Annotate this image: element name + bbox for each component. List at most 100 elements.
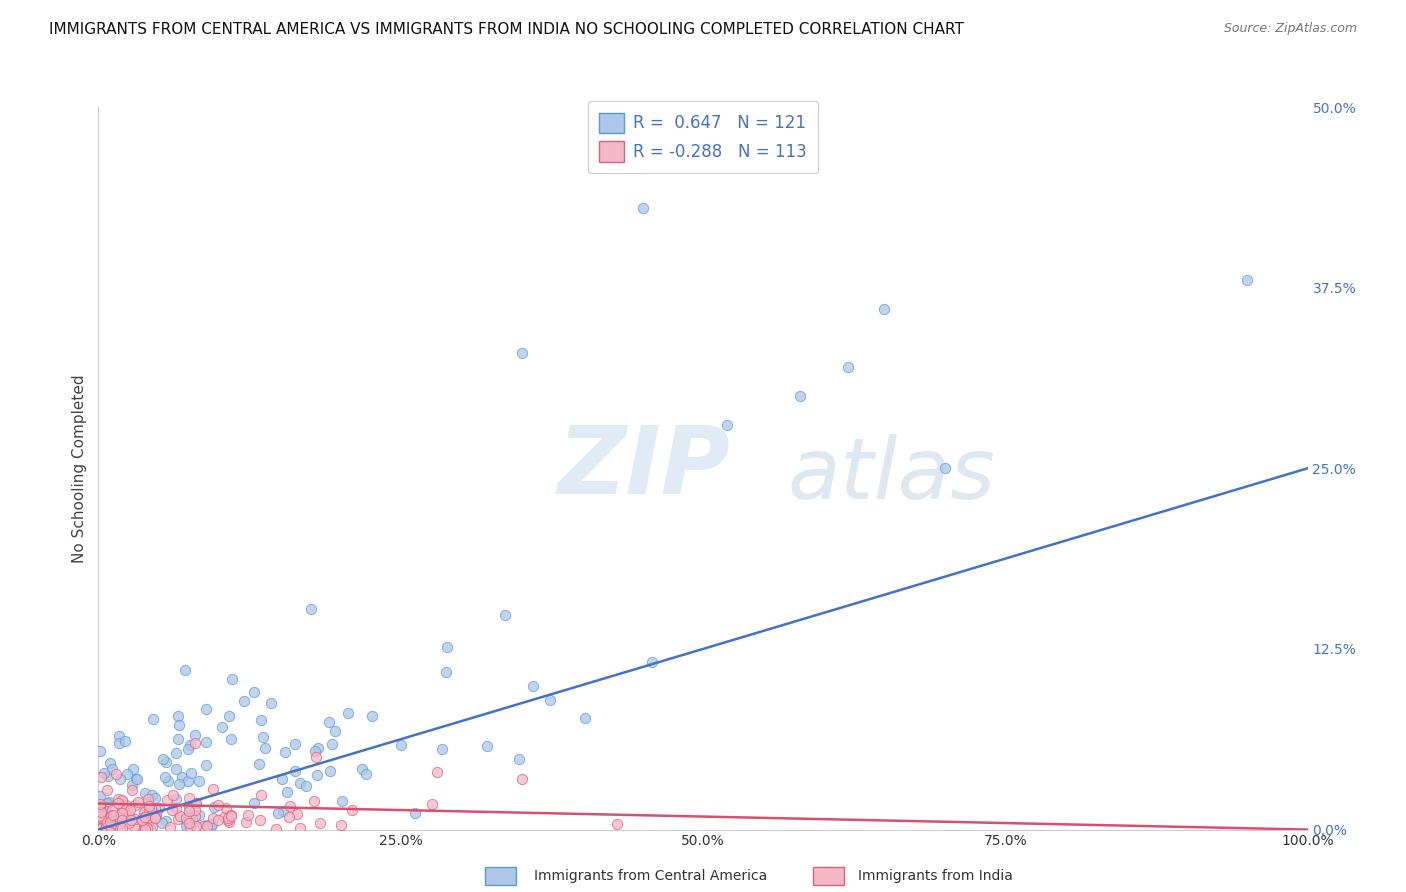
Point: [103, 816, 125, 830]
Point: [510, 345, 533, 359]
Point: [436, 665, 458, 679]
Point: [101, 762, 124, 776]
Point: [91, 822, 114, 836]
Point: [108, 822, 131, 837]
Point: [305, 768, 328, 782]
Point: [141, 820, 163, 834]
Point: [290, 821, 312, 835]
Point: [139, 801, 162, 815]
Point: [159, 820, 181, 834]
Point: [207, 813, 229, 827]
Point: [284, 737, 307, 751]
Point: [134, 805, 156, 819]
Point: [361, 708, 384, 723]
Point: [217, 813, 239, 827]
Point: [236, 808, 259, 822]
Point: [136, 792, 159, 806]
Point: [183, 803, 205, 817]
Point: [100, 808, 122, 822]
Point: [195, 735, 218, 749]
Point: [404, 806, 426, 821]
Point: [177, 742, 200, 756]
Point: [201, 811, 224, 825]
Point: [139, 822, 162, 836]
Point: [93, 765, 115, 780]
Point: [117, 766, 139, 780]
Point: [195, 819, 218, 833]
Point: [90, 770, 112, 784]
Point: [122, 762, 145, 776]
Point: [89, 809, 111, 823]
Point: [98, 819, 121, 833]
Point: [207, 797, 229, 812]
Point: [165, 746, 187, 760]
Point: [837, 360, 859, 375]
Point: [221, 731, 243, 746]
Point: [96, 796, 118, 810]
Point: [179, 816, 201, 830]
Point: [138, 799, 160, 814]
Point: [104, 767, 127, 781]
Point: [330, 795, 353, 809]
Point: [436, 640, 458, 654]
Point: [98, 756, 121, 770]
Point: [188, 773, 211, 788]
Point: [91, 818, 114, 832]
Point: [121, 783, 143, 797]
Point: [139, 822, 162, 836]
Point: [125, 772, 148, 787]
Point: [108, 729, 131, 743]
Point: [184, 728, 207, 742]
Point: [235, 815, 257, 830]
Point: [218, 709, 240, 723]
Point: [186, 819, 208, 833]
Point: [96, 807, 118, 822]
Point: [194, 758, 217, 772]
Point: [233, 694, 256, 708]
Point: [166, 812, 188, 826]
Point: [181, 815, 204, 830]
Point: [183, 808, 205, 822]
Point: [200, 819, 222, 833]
Point: [89, 805, 111, 819]
Point: [219, 808, 242, 822]
Point: [174, 811, 197, 825]
Point: [97, 769, 120, 783]
Point: [97, 806, 120, 821]
Point: [169, 809, 191, 823]
Point: [97, 817, 120, 831]
Point: [134, 804, 156, 818]
Point: [508, 751, 530, 765]
Point: [873, 302, 896, 317]
Point: [321, 737, 343, 751]
Point: [167, 777, 190, 791]
Point: [131, 813, 153, 827]
Point: [90, 820, 112, 834]
Point: [138, 804, 160, 818]
Point: [122, 819, 145, 833]
Point: [89, 789, 111, 803]
Point: [180, 765, 202, 780]
Point: [307, 741, 329, 756]
Point: [305, 750, 328, 764]
Point: [134, 786, 156, 800]
Point: [174, 813, 197, 827]
Point: [522, 679, 544, 693]
Point: [201, 782, 224, 797]
Point: [98, 795, 121, 809]
Point: [166, 732, 188, 747]
Point: [141, 789, 163, 803]
Text: IMMIGRANTS FROM CENTRAL AMERICA VS IMMIGRANTS FROM INDIA NO SCHOOLING COMPLETED : IMMIGRANTS FROM CENTRAL AMERICA VS IMMIG…: [49, 22, 965, 37]
Text: Immigrants from India: Immigrants from India: [858, 869, 1012, 883]
Point: [177, 791, 200, 805]
Point: [152, 752, 174, 766]
Point: [118, 807, 141, 822]
Point: [155, 814, 177, 828]
Point: [295, 780, 318, 794]
Point: [277, 810, 299, 824]
Point: [309, 816, 332, 830]
Point: [266, 822, 288, 836]
Point: [108, 736, 131, 750]
Point: [172, 770, 194, 784]
Point: [100, 804, 122, 818]
